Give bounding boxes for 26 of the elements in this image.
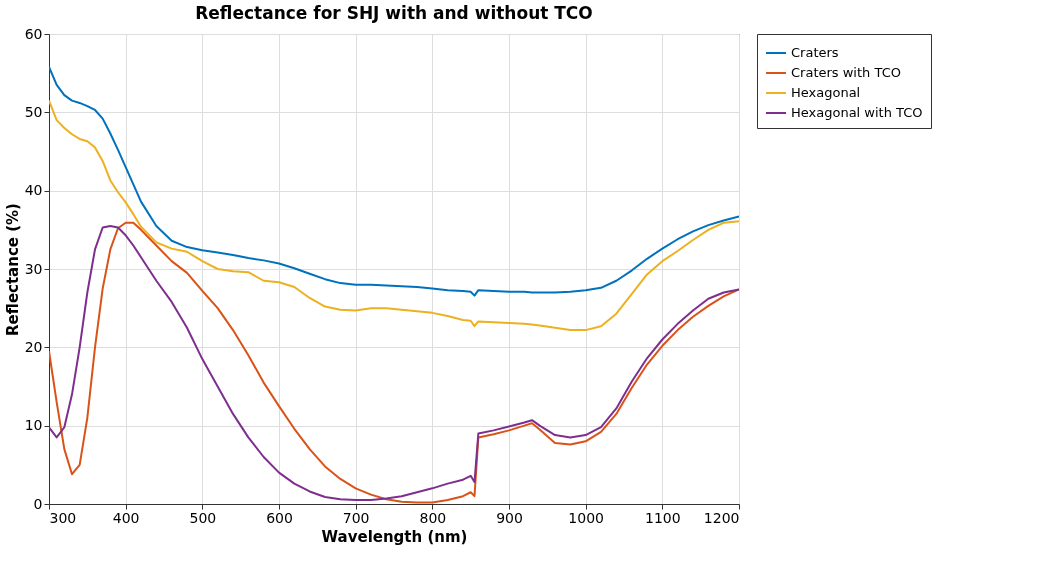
y-tick-label: 30 [24,260,43,277]
x-tick-label: 1200 [703,509,740,526]
legend-label: Hexagonal [791,85,861,100]
y-tick-label: 10 [24,417,43,434]
x-tick-label: 800 [419,509,447,526]
line-series [49,99,739,332]
y-axis-title: Reflectance (%) [3,203,22,336]
x-tick-label: 600 [266,509,293,526]
x-tick-label: 300 [49,509,77,526]
x-tick-label: 900 [496,509,523,526]
x-tick-label: 400 [112,509,140,526]
x-tick-label: 700 [342,509,370,526]
line-series [49,65,739,297]
legend-label: Craters with TCO [791,65,901,80]
y-tick-label: 50 [24,103,43,120]
chart-title: Reflectance for SHJ with and without TCO [195,3,593,23]
x-tick-label: 1000 [568,509,604,526]
y-tick-label: 0 [33,495,43,512]
y-tick-label: 20 [24,338,43,355]
legend-label: Hexagonal with TCO [791,105,923,120]
y-tick-label: 40 [24,182,43,199]
legend-label: Craters [791,45,839,60]
x-tick-label: 1100 [645,509,681,526]
x-axis-title: Wavelength (nm) [321,527,468,546]
y-tick-label: 60 [24,25,43,42]
x-tick-label: 500 [189,509,217,526]
